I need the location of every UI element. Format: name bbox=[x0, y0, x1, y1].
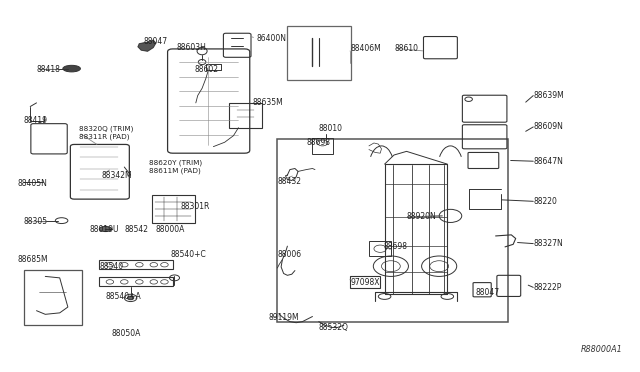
Text: 88611M (PAD): 88611M (PAD) bbox=[149, 167, 201, 174]
Text: 88320Q (TRIM): 88320Q (TRIM) bbox=[79, 125, 133, 132]
Text: 88540+A: 88540+A bbox=[106, 292, 141, 301]
Text: 86400N: 86400N bbox=[256, 34, 286, 43]
Text: 88685M: 88685M bbox=[18, 255, 48, 264]
Bar bbox=[99, 260, 173, 269]
Text: 89119M: 89119M bbox=[269, 314, 299, 323]
Text: 88602: 88602 bbox=[195, 65, 219, 74]
Text: 88010: 88010 bbox=[319, 124, 343, 133]
Bar bbox=[24, 270, 82, 325]
Text: 88311R (PAD): 88311R (PAD) bbox=[79, 134, 129, 140]
Text: 88532Q: 88532Q bbox=[319, 323, 349, 332]
Text: 88220: 88220 bbox=[533, 197, 557, 206]
Text: 88609N: 88609N bbox=[533, 122, 563, 131]
Text: 88418: 88418 bbox=[36, 65, 60, 74]
Text: 88047: 88047 bbox=[476, 288, 500, 297]
Text: 88000A: 88000A bbox=[156, 225, 185, 234]
Text: 88635M: 88635M bbox=[252, 98, 283, 108]
Text: 88050A: 88050A bbox=[112, 329, 141, 338]
Text: 88647N: 88647N bbox=[533, 157, 563, 166]
Text: 88603H: 88603H bbox=[177, 43, 207, 52]
Text: 88419: 88419 bbox=[24, 116, 48, 125]
Bar bbox=[369, 241, 391, 256]
Text: 88542: 88542 bbox=[124, 225, 148, 234]
Bar bbox=[229, 103, 262, 128]
Text: 88610: 88610 bbox=[394, 44, 418, 53]
Bar bbox=[312, 138, 333, 154]
Bar bbox=[152, 195, 195, 223]
Text: 88405N: 88405N bbox=[18, 179, 47, 187]
Text: 88540+C: 88540+C bbox=[171, 250, 207, 259]
Text: 88540: 88540 bbox=[99, 262, 124, 272]
Text: 88620Y (TRIM): 88620Y (TRIM) bbox=[149, 159, 202, 166]
Bar bbox=[350, 276, 380, 288]
Text: R88000A1: R88000A1 bbox=[580, 346, 622, 355]
Text: 88406M: 88406M bbox=[350, 44, 381, 53]
Text: 88698: 88698 bbox=[306, 138, 330, 147]
Text: 88432: 88432 bbox=[277, 177, 301, 186]
Bar bbox=[287, 26, 351, 80]
Text: 88639M: 88639M bbox=[533, 91, 564, 100]
Text: 88047: 88047 bbox=[143, 37, 167, 46]
Text: 88305: 88305 bbox=[24, 217, 48, 226]
Text: 88342M: 88342M bbox=[102, 171, 132, 180]
Text: 88222P: 88222P bbox=[533, 283, 562, 292]
Ellipse shape bbox=[99, 227, 112, 231]
Text: 88301R: 88301R bbox=[180, 202, 210, 211]
Bar bbox=[277, 139, 508, 322]
Text: 88327N: 88327N bbox=[533, 239, 563, 248]
Ellipse shape bbox=[63, 65, 81, 72]
Bar bbox=[99, 277, 173, 286]
Polygon shape bbox=[138, 40, 156, 51]
Ellipse shape bbox=[127, 296, 134, 300]
Text: 88019U: 88019U bbox=[89, 225, 118, 234]
Text: 88698: 88698 bbox=[384, 242, 408, 251]
Text: 88920N: 88920N bbox=[406, 212, 436, 221]
Text: 88006: 88006 bbox=[277, 250, 301, 259]
Text: 97098X: 97098X bbox=[350, 278, 380, 287]
